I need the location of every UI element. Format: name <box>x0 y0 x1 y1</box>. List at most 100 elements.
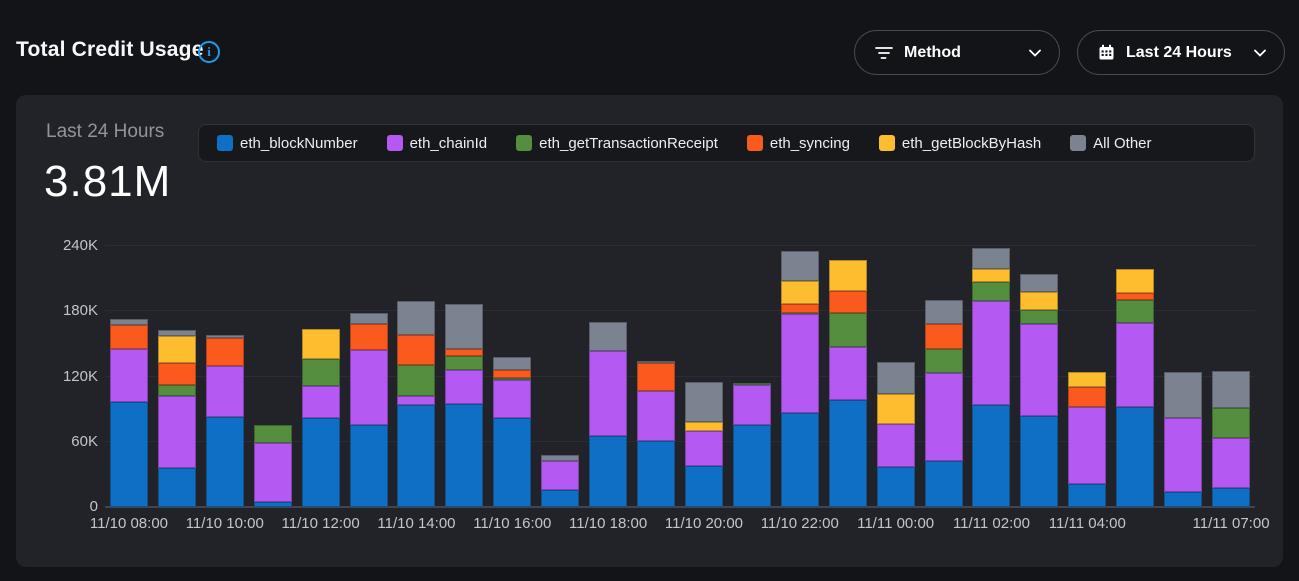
bar-segment <box>397 364 436 397</box>
bar-segment <box>684 381 723 423</box>
bar-segment <box>1212 438 1251 489</box>
stacked-bar[interactable] <box>732 383 771 507</box>
legend-label: eth_blockNumber <box>240 134 358 152</box>
legend-swatch-icon <box>386 135 403 151</box>
bar-segment <box>1116 268 1155 293</box>
bar-segment <box>301 417 340 507</box>
stacked-bar[interactable] <box>972 248 1011 507</box>
gridline <box>105 375 1255 377</box>
bar-segment <box>1164 417 1203 492</box>
bar-segment <box>1068 406 1107 485</box>
legend-label: eth_syncing <box>769 134 850 152</box>
bar-segment <box>397 396 436 405</box>
time-range-dropdown[interactable]: Last 24 Hours <box>1077 30 1285 75</box>
bar-segment <box>972 268 1011 282</box>
bar-segment <box>1212 408 1251 439</box>
bar-segment <box>732 425 771 507</box>
bar-segment <box>684 422 723 431</box>
x-axis-tick-label: 11/10 22:00 <box>760 515 839 532</box>
stacked-bar[interactable] <box>541 454 580 507</box>
bar-segment <box>828 347 867 401</box>
bar-segment <box>1020 415 1059 507</box>
stacked-bar[interactable] <box>1068 372 1107 507</box>
gridline <box>105 440 1255 442</box>
bar-segment <box>541 461 580 490</box>
bar-segment <box>397 335 436 365</box>
stacked-bar[interactable] <box>924 300 963 507</box>
stacked-bar[interactable] <box>205 335 244 507</box>
x-axis-tick-label: 11/10 14:00 <box>377 515 456 532</box>
stacked-bar[interactable] <box>780 251 819 507</box>
stacked-bar[interactable] <box>1212 371 1251 507</box>
calendar-icon <box>1098 44 1115 61</box>
stacked-bar[interactable] <box>445 303 484 507</box>
legend-item[interactable]: eth_blockNumber <box>217 135 358 152</box>
bar-segment <box>589 351 628 437</box>
info-icon[interactable]: i <box>198 41 220 63</box>
bar-segment <box>157 329 196 337</box>
stacked-bar[interactable] <box>301 328 340 507</box>
stacked-bar[interactable] <box>684 381 723 507</box>
legend-item[interactable]: eth_syncing <box>746 134 850 152</box>
bar-segment <box>493 379 532 418</box>
stacked-bar[interactable] <box>1164 372 1203 507</box>
x-axis-tick-label: 11/11 02:00 <box>952 515 1030 532</box>
legend-item[interactable]: eth_getBlockByHash <box>878 135 1041 152</box>
x-axis-tick-label: 11/10 18:00 <box>569 515 648 532</box>
bar-segment <box>780 413 819 507</box>
bar-segment <box>1116 406 1155 507</box>
stacked-bar[interactable] <box>493 356 532 507</box>
x-axis-tick-label: 11/10 10:00 <box>185 515 264 532</box>
bar-segment <box>1068 387 1107 407</box>
bar-segment <box>780 280 819 304</box>
gridline <box>105 245 1255 246</box>
bar-segment <box>349 425 388 507</box>
bar-segment <box>637 361 676 364</box>
bar-segment <box>876 393 915 425</box>
bar-segment <box>637 440 676 507</box>
stacked-bar[interactable] <box>109 318 148 507</box>
legend-item[interactable]: eth_getTransactionReceipt <box>516 135 718 152</box>
bar-segment <box>780 303 819 314</box>
y-axis-tick-label: 120K <box>62 367 98 385</box>
y-axis-tick-label: 60K <box>71 432 98 450</box>
legend-label: All Other <box>1093 134 1152 152</box>
stacked-bar[interactable] <box>828 260 867 507</box>
stacked-bar[interactable] <box>349 313 388 507</box>
bar-segment <box>924 324 963 350</box>
stacked-bar[interactable] <box>589 322 628 507</box>
x-axis-tick-label: 11/11 04:00 <box>1048 515 1126 532</box>
stacked-bar[interactable] <box>397 301 436 507</box>
bar-segment <box>876 424 915 467</box>
bar-segment <box>301 328 340 360</box>
legend-swatch-icon <box>217 135 233 151</box>
stacked-bar[interactable] <box>1116 268 1155 507</box>
bar-segment <box>445 403 484 507</box>
stacked-bar[interactable] <box>1020 274 1059 507</box>
stacked-bar[interactable] <box>876 362 915 507</box>
bar-segment <box>157 396 196 468</box>
bar-segment <box>109 401 148 507</box>
chart-legend: eth_blockNumber eth_chainId eth_getTransac… <box>198 124 1255 162</box>
stacked-bar[interactable] <box>157 329 196 507</box>
bar-segment <box>109 349 148 402</box>
bar-segment <box>780 251 819 281</box>
x-axis-tick-label: 11/10 12:00 <box>281 515 360 532</box>
bar-segment <box>828 313 867 348</box>
method-filter-dropdown[interactable]: Method <box>854 30 1060 75</box>
stacked-bar[interactable] <box>253 425 292 507</box>
bar-segment <box>445 303 484 350</box>
period-label: Last 24 Hours <box>46 121 165 142</box>
legend-item[interactable]: eth_chainId <box>386 135 487 152</box>
stacked-bar[interactable] <box>637 361 676 507</box>
bar-segment <box>1212 488 1251 507</box>
bar-segment <box>445 369 484 404</box>
bar-segment <box>301 386 340 418</box>
legend-item[interactable]: All Other <box>1070 134 1152 152</box>
bar-segment <box>205 335 244 339</box>
bar-segment <box>828 400 867 507</box>
bar-segment <box>349 350 388 426</box>
bar-segment <box>397 301 436 336</box>
bar-segment <box>109 318 148 326</box>
